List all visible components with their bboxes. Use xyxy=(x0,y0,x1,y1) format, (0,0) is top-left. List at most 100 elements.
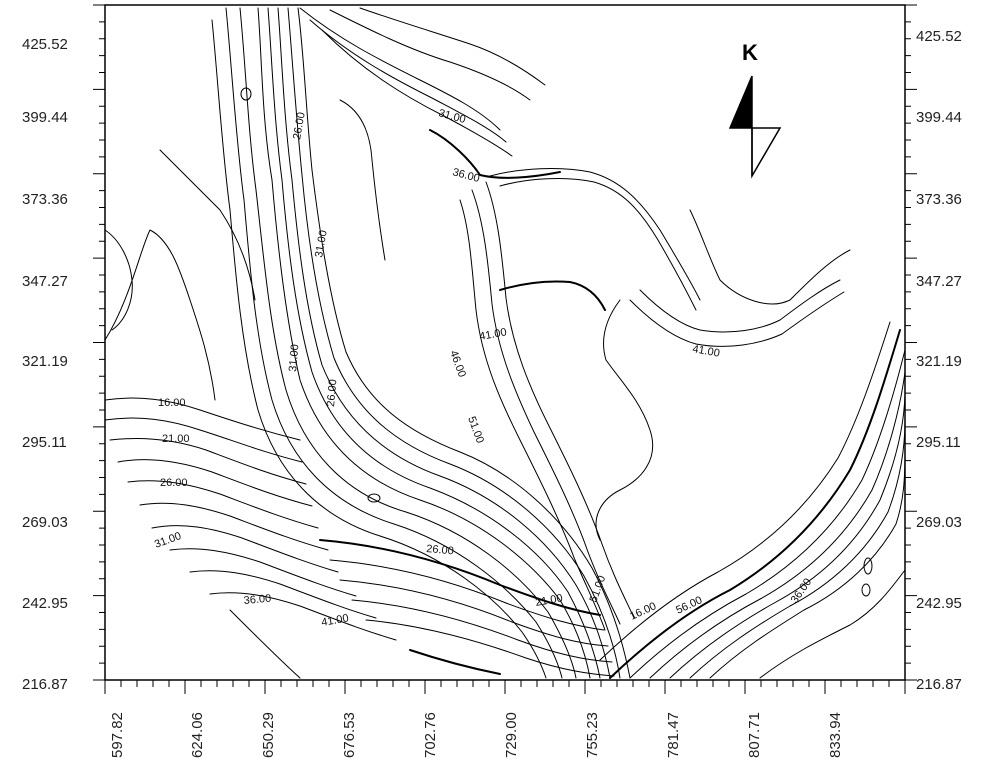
contour-line xyxy=(159,149,256,301)
x-tick-label: 650.29 xyxy=(260,712,277,758)
contour-closed xyxy=(240,87,252,101)
contour-line xyxy=(239,7,577,679)
contour-label: 36.00 xyxy=(243,593,271,607)
y-tick-label: 295.11 xyxy=(916,434,961,451)
contour-line xyxy=(117,459,313,507)
contour-line xyxy=(319,539,601,616)
y-axis-right: 425.52 399.44 373.36 347.27 321.19 295.1… xyxy=(916,28,962,693)
x-tick-label: 702.76 xyxy=(422,712,439,758)
x-tick-label: 729.00 xyxy=(503,712,520,758)
y-tick-label: 425.52 xyxy=(916,28,962,45)
y-tick-label: 216.87 xyxy=(22,676,68,693)
contour-line xyxy=(329,559,605,631)
contour-label: 41.00 xyxy=(478,326,507,343)
contour-line xyxy=(669,393,906,679)
contour-line xyxy=(759,569,906,679)
y-tick-label: 216.87 xyxy=(916,676,962,693)
y-axis-left: 425.52 399.44 373.36 347.27 321.19 295.1… xyxy=(22,36,68,693)
contour-line xyxy=(709,449,906,679)
contour-line xyxy=(689,419,906,679)
contour-line xyxy=(351,599,613,663)
contour-label: 21.00 xyxy=(162,433,190,445)
contour-line xyxy=(297,7,631,679)
contour-line xyxy=(339,99,386,261)
contour-line xyxy=(649,371,906,679)
contour-line xyxy=(104,229,216,401)
contour-line xyxy=(359,7,546,86)
x-tick-label: 597.82 xyxy=(109,712,126,758)
contour-line xyxy=(151,525,339,573)
contour-label: 41.00 xyxy=(691,343,720,360)
contour-line xyxy=(189,570,377,619)
y-tick-label: 425.52 xyxy=(22,36,68,53)
contour-line xyxy=(109,438,307,485)
x-tick-label: 807.71 xyxy=(746,712,763,758)
contour-line xyxy=(609,329,901,679)
contour-label: 16.00 xyxy=(158,397,186,409)
x-tick-label: 781.47 xyxy=(665,712,682,758)
north-arrow: K xyxy=(728,40,782,179)
contour-label: 26.00 xyxy=(426,543,454,557)
contour-line xyxy=(211,19,547,679)
y-tick-label: 269.03 xyxy=(22,514,68,531)
y-tick-label: 321.19 xyxy=(22,353,68,370)
contour-line xyxy=(104,417,303,463)
contour-line xyxy=(629,291,845,347)
contour-closed xyxy=(863,557,873,575)
contour-line xyxy=(499,280,606,311)
x-tick-label: 755.23 xyxy=(584,712,601,758)
x-axis: 597.82 624.06 650.29 676.53 702.76 729.0… xyxy=(109,712,844,758)
y-tick-label: 321.19 xyxy=(916,353,962,370)
contour-label: 26.00 xyxy=(291,111,308,140)
contour-label: 31.00 xyxy=(313,229,330,258)
north-label: K xyxy=(742,40,758,65)
contour-line xyxy=(639,279,841,333)
contour-line xyxy=(599,321,891,661)
contour-line xyxy=(209,592,397,641)
contour-closed xyxy=(367,493,381,503)
contour-line xyxy=(429,129,561,179)
contour-line xyxy=(329,9,531,101)
y-tick-label: 347.27 xyxy=(22,273,68,290)
contour-line xyxy=(489,168,701,301)
y-tick-label: 242.95 xyxy=(22,595,68,612)
contour-label: 31.00 xyxy=(287,344,301,372)
contour-line xyxy=(629,349,906,679)
contour-line xyxy=(321,29,513,157)
contour-line xyxy=(499,178,697,311)
contour-line xyxy=(409,649,501,675)
y-tick-label: 373.36 xyxy=(916,191,962,208)
y-tick-label: 295.11 xyxy=(22,434,67,451)
y-tick-label: 269.03 xyxy=(916,514,962,531)
contour-line xyxy=(229,609,301,679)
contour-line xyxy=(339,579,609,647)
contour-label: 26.00 xyxy=(160,477,188,489)
contour-line xyxy=(471,189,621,625)
contour-lines xyxy=(104,7,906,679)
y-tick-label: 399.44 xyxy=(22,109,68,126)
contour-line xyxy=(287,7,621,679)
contour-line xyxy=(485,181,635,619)
contour-label: 21.00 xyxy=(534,592,563,609)
x-tick-label: 833.94 xyxy=(827,712,844,758)
contour-line xyxy=(139,502,329,551)
contour-line xyxy=(309,19,507,143)
contour-line xyxy=(104,229,133,331)
contour-line xyxy=(365,619,615,677)
contour-line xyxy=(689,209,851,305)
contour-closed xyxy=(861,583,871,597)
contour-line xyxy=(595,299,654,541)
contour-line xyxy=(257,7,591,679)
north-arrow-icon xyxy=(728,75,753,129)
y-tick-label: 242.95 xyxy=(916,595,962,612)
contour-line xyxy=(267,7,601,679)
x-tick-label: 676.53 xyxy=(341,712,358,758)
contour-line xyxy=(169,548,357,597)
contour-line xyxy=(299,7,501,131)
y-tick-label: 399.44 xyxy=(916,109,962,126)
axis-ticks xyxy=(93,4,917,694)
y-tick-label: 373.36 xyxy=(22,191,68,208)
y-tick-label: 347.27 xyxy=(916,273,962,290)
contour-label: 41.00 xyxy=(320,612,349,629)
